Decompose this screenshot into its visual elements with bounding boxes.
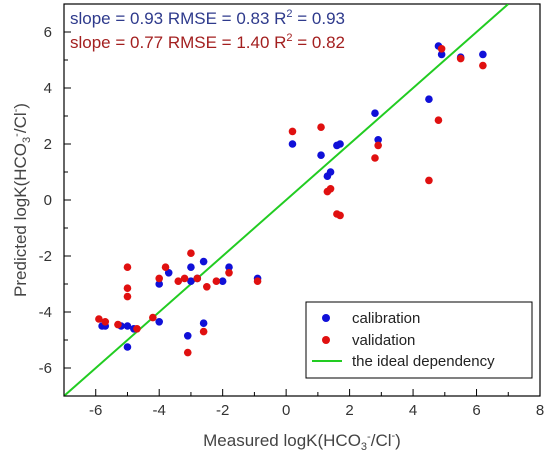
x-axis-title: Measured logK(HCO3-/Cl-): [203, 430, 401, 453]
validation-point: [479, 61, 487, 70]
x-tick-label: 4: [409, 402, 417, 419]
calibration-point: [187, 277, 195, 286]
validation-point: [371, 154, 379, 162]
calibration-point: [437, 50, 446, 59]
calibration-point: [336, 140, 344, 148]
validation-point: [253, 277, 262, 286]
validation-point: [95, 315, 103, 323]
validation-point: [434, 116, 443, 124]
x-tick-label: -6: [89, 402, 102, 419]
validation-point: [180, 274, 189, 283]
validation-point: [203, 283, 211, 291]
calibration-point: [326, 168, 335, 176]
legend-box: [305, 301, 533, 379]
calibration-point: [225, 263, 233, 272]
y-tick-label: -4: [39, 304, 52, 321]
x-tick-label: -4: [153, 402, 166, 419]
legend: calibration validation the ideal depende…: [305, 301, 533, 379]
y-tick-label: 4: [44, 80, 52, 97]
calibration-point: [187, 263, 195, 272]
x-tick-label: 0: [282, 402, 290, 419]
validation-point: [374, 141, 382, 150]
y-tick-label: 2: [44, 136, 52, 153]
calibration-point: [317, 151, 325, 159]
calibration-point: [183, 332, 192, 340]
y-axis-title: Predicted logK(HCO3-/Cl-): [10, 103, 33, 297]
x-tick-label: 2: [345, 402, 353, 419]
calibration-point: [425, 95, 433, 103]
validation-point: [425, 176, 433, 185]
validation-point: [199, 327, 208, 336]
validation-point: [288, 127, 297, 136]
validation-point: [161, 263, 170, 272]
calibration-point: [199, 257, 208, 266]
calibration-point: [371, 109, 379, 117]
calibration-stats: slope = 0.93 RMSE = 0.83 R2 = 0.93: [70, 8, 345, 28]
validation-point: [437, 45, 446, 53]
validation-point: [174, 277, 183, 286]
y-tick-label: -2: [39, 248, 52, 265]
validation-point: [336, 211, 344, 220]
validation-point: [123, 263, 132, 272]
y-tick-label: 6: [44, 24, 52, 41]
calibration-point: [288, 140, 297, 148]
validation-point: [456, 54, 465, 63]
x-tick-label: -2: [216, 402, 229, 419]
validation-point: [183, 348, 192, 357]
validation-point: [123, 284, 132, 293]
calibration-point: [164, 269, 173, 277]
y-tick-label: -6: [39, 360, 52, 377]
legend-label-calibration: calibration: [352, 310, 420, 327]
legend-label-ideal: the ideal dependency: [352, 353, 495, 370]
calibration-point: [218, 277, 227, 286]
calibration-point: [123, 322, 132, 330]
validation-point: [133, 325, 141, 333]
validation-point: [212, 277, 221, 286]
validation-point: [317, 123, 325, 131]
validation-point: [193, 274, 202, 283]
calibration-point: [123, 343, 132, 351]
x-tick-label: 6: [472, 402, 480, 419]
calibration-point: [155, 318, 163, 326]
y-tick-label: 0: [44, 192, 52, 209]
validation-point: [187, 249, 195, 257]
validation-point: [225, 269, 233, 277]
legend-label-validation: validation: [352, 332, 415, 349]
validation-point: [101, 318, 110, 326]
validation-point: [123, 292, 132, 301]
validation-point: [149, 313, 157, 322]
validation-point: [326, 185, 335, 193]
calibration-point: [374, 136, 382, 144]
validation-point: [114, 320, 122, 329]
legend-marker-validation: [322, 336, 330, 344]
x-tick-label: 8: [536, 402, 544, 419]
validation-stats: slope = 0.77 RMSE = 1.40 R2 = 0.82: [70, 32, 345, 52]
calibration-point: [199, 319, 208, 328]
legend-marker-calibration: [322, 314, 330, 322]
calibration-point: [155, 280, 163, 288]
validation-point: [155, 274, 163, 283]
calibration-point: [479, 50, 487, 59]
